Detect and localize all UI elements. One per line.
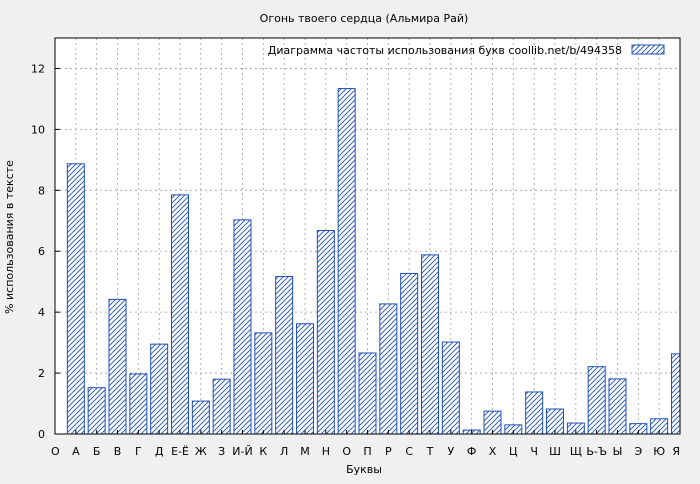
bar xyxy=(358,352,377,435)
x-tick-label: С xyxy=(405,445,413,458)
x-tick-label: Ж xyxy=(195,445,207,458)
bar xyxy=(337,88,356,435)
x-tick-label: Ы xyxy=(613,445,623,458)
bar xyxy=(254,332,273,435)
bar xyxy=(233,219,252,435)
bar xyxy=(150,343,169,435)
x-tick-label: Д xyxy=(155,445,164,458)
bar xyxy=(441,341,460,435)
x-tick-label: З xyxy=(218,445,225,458)
bar xyxy=(212,378,231,435)
chart-title: Огонь твоего сердца (Альмира Рай) xyxy=(260,12,469,25)
x-tick-label: Ш xyxy=(549,445,561,458)
x-tick-label: Ф xyxy=(467,445,476,458)
x-tick-label: Щ xyxy=(570,445,582,458)
x-tick-label: М xyxy=(300,445,310,458)
x-tick-label: Ю xyxy=(653,445,665,458)
x-tick-label: Т xyxy=(426,445,434,458)
x-tick-label: У xyxy=(447,445,454,458)
x-tick-label: Ь-Ъ xyxy=(586,445,607,458)
y-tick-label: 4 xyxy=(38,306,45,319)
legend-swatch xyxy=(631,44,665,55)
bar xyxy=(671,353,681,435)
bar xyxy=(171,194,189,435)
x-tick-label: А xyxy=(72,445,80,458)
y-tick-label: 2 xyxy=(38,367,45,380)
x-tick-label: Я xyxy=(672,445,680,458)
bar xyxy=(87,387,106,435)
plot-frame xyxy=(54,37,681,435)
x-tick-label: О xyxy=(342,445,351,458)
bar xyxy=(129,373,148,435)
y-tick-label: 6 xyxy=(38,245,45,258)
x-tick-label: Ч xyxy=(530,445,538,458)
x-tick-label: Б xyxy=(93,445,101,458)
x-tick-label: Е-Ё xyxy=(171,445,189,458)
x-tick-label: Х xyxy=(489,445,497,458)
x-tick-label: Р xyxy=(385,445,392,458)
y-tick-label: 10 xyxy=(31,123,45,136)
x-tick-label: П xyxy=(363,445,371,458)
bar xyxy=(275,276,294,435)
x-tick-label: Л xyxy=(280,445,288,458)
y-tick-label: 0 xyxy=(38,428,45,441)
bar xyxy=(316,230,335,435)
y-tick-label: 8 xyxy=(38,184,45,197)
x-tick-label: Н xyxy=(322,445,330,458)
bar xyxy=(421,254,439,435)
bar xyxy=(587,366,606,435)
y-axis-label: % использования в тексте xyxy=(3,160,16,314)
x-tick-label: Ц xyxy=(509,445,518,458)
legend: Диаграмма частоты использования букв coo… xyxy=(268,44,665,57)
x-axis-label: Буквы xyxy=(346,463,382,476)
x-tick-label: Э xyxy=(634,445,642,458)
bar xyxy=(400,272,419,435)
x-tick-label: В xyxy=(114,445,122,458)
x-tick-label: К xyxy=(259,445,267,458)
bar xyxy=(108,298,127,435)
bar xyxy=(608,378,627,435)
x-tick-label: О xyxy=(51,445,60,458)
legend-label: Диаграмма частоты использования букв coo… xyxy=(268,44,622,57)
x-tick-label: И-Й xyxy=(232,445,252,458)
x-tick-label: Г xyxy=(135,445,142,458)
y-tick-label: 12 xyxy=(31,62,45,75)
bar xyxy=(379,303,398,435)
bar xyxy=(296,323,314,435)
bar xyxy=(525,391,544,435)
bar xyxy=(191,400,210,435)
bar xyxy=(66,163,85,435)
